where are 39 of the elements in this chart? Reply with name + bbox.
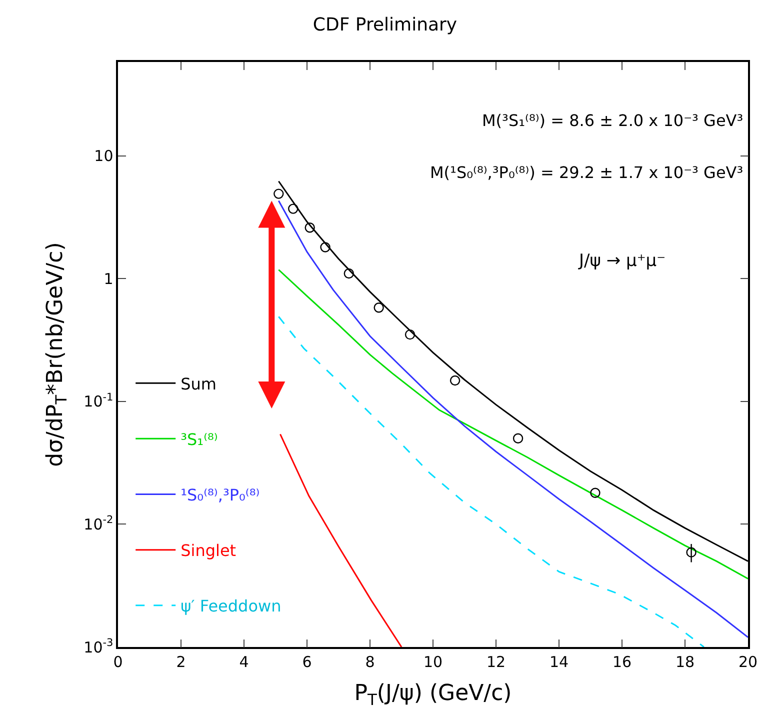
point <box>374 302 384 313</box>
point <box>320 242 330 252</box>
y-tick-label: 10$^{-1}$ <box>84 391 114 411</box>
point <box>686 547 696 558</box>
x-tick-label: 16 <box>612 652 632 671</box>
x-tick-label: 14 <box>549 652 569 671</box>
x-tick-label: 0 <box>113 652 123 671</box>
x-tick-label: 4 <box>239 652 249 671</box>
y-tick-label: 10$^{-2}$ <box>84 514 114 534</box>
annotation: M(³S₁⁽⁸⁾) = 8.6 ± 2.0 x 10⁻³ GeV³ <box>482 111 744 130</box>
y-tick-label: 10 <box>94 147 114 166</box>
x-tick-label: 10 <box>423 652 443 671</box>
chart-title: CDF Preliminary <box>312 14 458 36</box>
x-tick-label: 6 <box>302 652 312 671</box>
point <box>450 375 460 386</box>
x-tick-label: 20 <box>738 652 758 671</box>
y-tick-label: 1 <box>104 270 114 288</box>
point <box>288 204 298 214</box>
x-axis-title: P$_{T}$(J/ψ) (GeV/c) <box>354 681 512 709</box>
x-tick-label: 18 <box>675 652 695 671</box>
legend-label: ¹S₀⁽⁸⁾,³P₀⁽⁸⁾ <box>180 485 260 504</box>
legend-label: ψ′ Feeddown <box>180 596 282 616</box>
x-tick-label: 12 <box>486 652 506 671</box>
point <box>274 188 284 199</box>
line-series <box>278 268 748 580</box>
annotation: M(¹S₀⁽⁸⁾,³P₀⁽⁸⁾) = 29.2 ± 1.7 x 10⁻³ GeV³ <box>430 163 744 182</box>
point <box>404 329 416 340</box>
x-tick-label: 8 <box>365 652 375 671</box>
legend-label: Singlet <box>180 541 236 560</box>
point <box>512 433 524 444</box>
legend-label: Sum <box>180 374 216 394</box>
point <box>304 222 315 233</box>
annotation: J/ψ → μ⁺μ⁻ <box>578 251 666 271</box>
legend-label: ³S₁⁽⁸⁾ <box>180 430 218 449</box>
point <box>590 488 600 498</box>
point <box>344 268 354 279</box>
y-tick-label: 10$^{-3}$ <box>84 636 114 656</box>
line-series <box>279 433 402 647</box>
x-tick-label: 2 <box>176 652 186 671</box>
